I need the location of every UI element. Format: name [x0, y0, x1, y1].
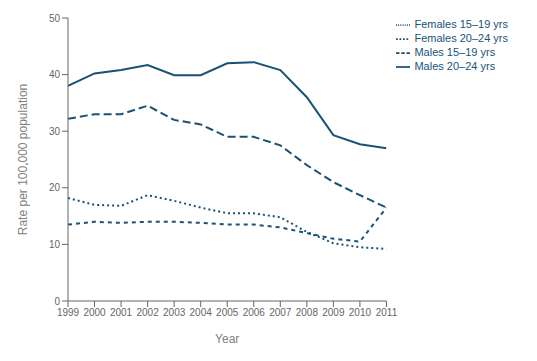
svg-text:2011: 2011: [376, 307, 398, 318]
svg-text:40: 40: [49, 69, 61, 80]
svg-text:0: 0: [54, 296, 60, 307]
html-text:Males 20–24 yrs: Males 20–24 yrs: [414, 60, 496, 73]
svg-text:2010: 2010: [349, 307, 372, 318]
svg-text:Year: Year: [215, 332, 239, 346]
svg-text:2002: 2002: [136, 307, 159, 318]
svg-text:2000: 2000: [83, 307, 106, 318]
svg-text:2001: 2001: [110, 307, 133, 318]
svg-text:1999: 1999: [57, 307, 80, 318]
svg-text:50: 50: [49, 13, 61, 24]
html-text:Females 15–19 yrs: Females 15–19 yrs: [414, 18, 508, 30]
svg-text:2004: 2004: [190, 307, 213, 318]
svg-text:30: 30: [49, 126, 61, 137]
svg-text:2007: 2007: [269, 307, 292, 318]
svg-text:20: 20: [49, 182, 61, 193]
svg-text:2006: 2006: [243, 307, 266, 318]
svg-text:2005: 2005: [216, 307, 239, 318]
html-text:Males 15–19 yrs: Males 15–19 yrs: [414, 46, 496, 59]
svg-text:2003: 2003: [163, 307, 186, 318]
svg-text:Rate per 100,000 population: Rate per 100,000 population: [16, 84, 30, 235]
svg-text:2008: 2008: [296, 307, 319, 318]
html-text:Females 20–24 yrs: Females 20–24 yrs: [414, 32, 508, 45]
svg-text:10: 10: [49, 239, 61, 250]
svg-text:2009: 2009: [322, 307, 345, 318]
